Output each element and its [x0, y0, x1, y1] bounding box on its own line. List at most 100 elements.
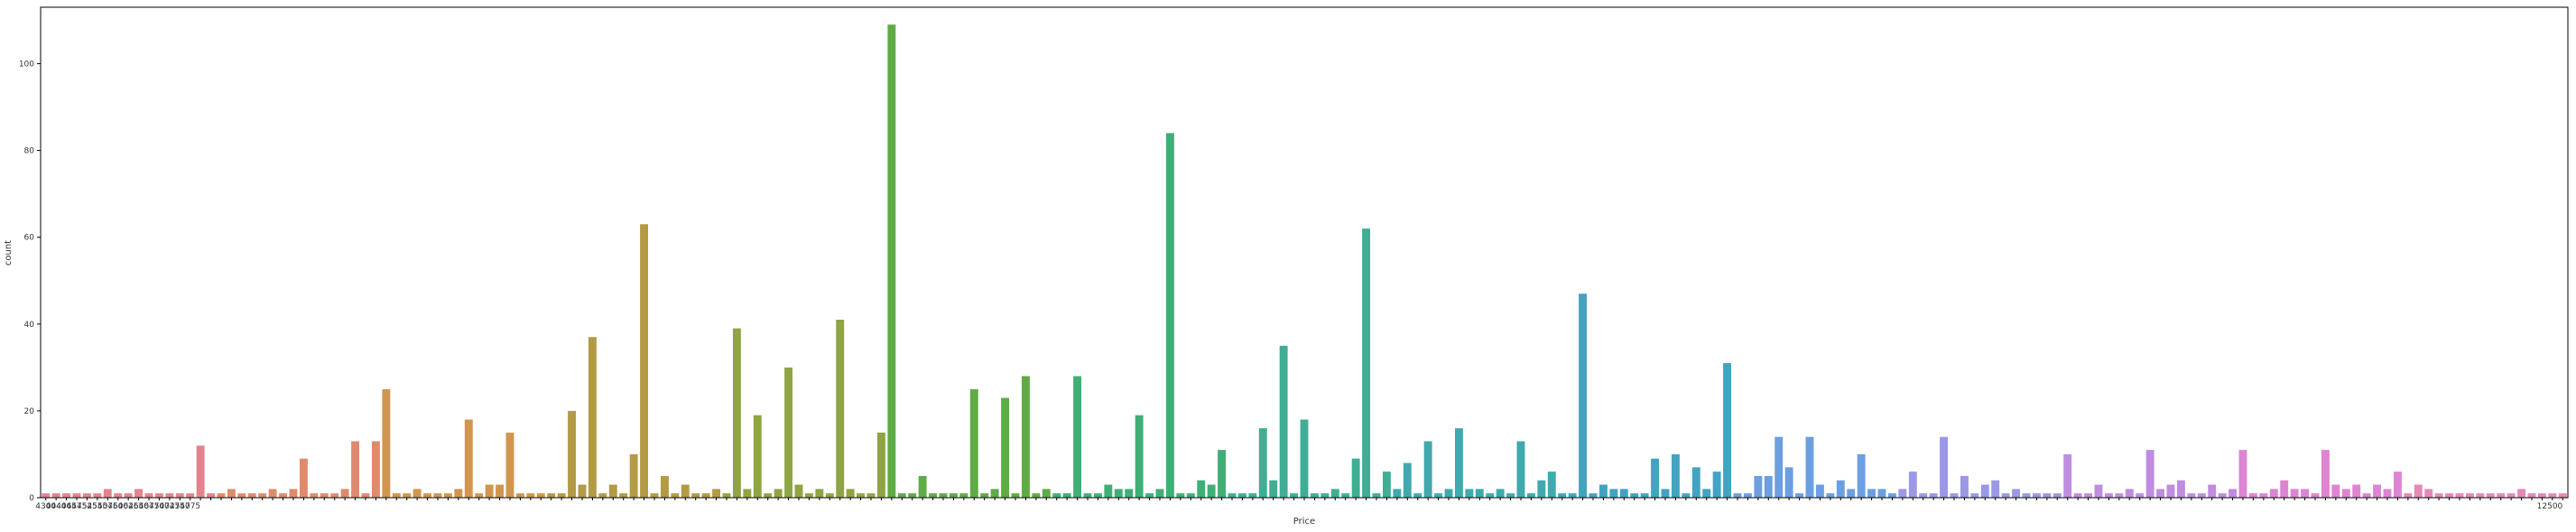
x-tick-label: 4725	[159, 502, 180, 511]
bar	[1279, 345, 1288, 498]
bar	[1423, 441, 1432, 498]
bar	[299, 458, 308, 498]
bar	[1661, 489, 1670, 498]
bar	[1073, 376, 1082, 498]
bar	[2012, 489, 2021, 498]
bar	[2445, 493, 2454, 498]
bar	[1537, 480, 1546, 498]
bar	[1651, 458, 1660, 498]
bar	[722, 493, 731, 498]
bar	[1857, 453, 1866, 498]
bar	[1991, 480, 2000, 498]
bars	[42, 24, 2567, 499]
bar	[320, 493, 329, 498]
bar	[433, 493, 442, 498]
bar	[990, 489, 999, 498]
bar	[2352, 484, 2361, 498]
bar	[443, 493, 452, 498]
bar	[557, 493, 566, 498]
x-tick-label: 4440	[46, 502, 67, 511]
bar	[1691, 467, 1700, 498]
bar	[1300, 419, 1309, 498]
bar	[2197, 493, 2206, 498]
bar	[1186, 493, 1195, 498]
bar	[1310, 493, 1319, 498]
bar	[712, 489, 721, 498]
bar	[175, 493, 184, 498]
bar	[1197, 480, 1206, 498]
bar	[701, 493, 710, 498]
bar	[2290, 489, 2299, 498]
bar	[186, 493, 195, 498]
bar	[1898, 489, 1907, 498]
bar	[794, 484, 803, 498]
bar	[258, 493, 267, 498]
bar	[1320, 493, 1330, 498]
bar	[2341, 489, 2350, 498]
x-tick-label: 4775	[180, 502, 200, 511]
x-tick-label: 4525	[77, 502, 97, 511]
bar	[1228, 493, 1237, 498]
bar	[939, 493, 948, 498]
bar	[103, 489, 112, 498]
bar	[2125, 489, 2134, 498]
bar	[1021, 376, 1030, 498]
bar	[1062, 493, 1071, 498]
bar	[515, 493, 524, 498]
bar	[897, 493, 906, 498]
bar	[361, 493, 370, 498]
bar	[598, 493, 607, 498]
bar	[423, 493, 432, 498]
bar	[2301, 489, 2310, 498]
bar	[1547, 471, 1556, 498]
bar	[1135, 415, 1144, 498]
bar	[753, 415, 762, 498]
bar	[784, 367, 793, 498]
bar	[412, 489, 422, 498]
bar	[1847, 489, 1856, 498]
bar	[1908, 471, 1917, 498]
bar	[1774, 436, 1784, 498]
bar	[1940, 436, 1949, 498]
bar	[1496, 489, 1505, 498]
bar	[804, 493, 813, 498]
bar	[743, 489, 752, 498]
bar	[1619, 489, 1628, 498]
bar	[1815, 484, 1824, 498]
bar	[1362, 229, 1371, 498]
bar	[2465, 493, 2474, 498]
bar	[464, 419, 473, 498]
bar	[1052, 493, 1061, 498]
bar	[2404, 493, 2413, 498]
bar	[1980, 484, 1989, 498]
bar	[1682, 493, 1691, 498]
bar	[1413, 493, 1422, 498]
bar	[1826, 493, 1835, 498]
bar	[2104, 493, 2113, 498]
bar	[1702, 489, 1711, 498]
bar	[114, 493, 123, 498]
bar	[371, 441, 380, 498]
bar	[1764, 475, 1773, 498]
bar	[588, 337, 597, 498]
x-axis-label: Price	[1293, 517, 1315, 527]
bar	[2229, 489, 2238, 498]
bar	[279, 493, 288, 498]
bar	[1218, 450, 1227, 498]
bar	[1671, 453, 1680, 498]
bar	[2280, 480, 2289, 498]
bar	[268, 489, 277, 498]
bar	[2321, 450, 2330, 498]
bar	[2022, 493, 2031, 498]
bar	[42, 493, 51, 498]
bar	[2548, 493, 2557, 498]
bar	[671, 493, 680, 498]
bar	[732, 328, 741, 498]
bar	[2176, 480, 2185, 498]
bar	[1011, 493, 1020, 498]
bar	[2517, 489, 2526, 498]
bar	[764, 493, 773, 498]
bar	[959, 493, 968, 498]
bar	[2073, 493, 2082, 498]
